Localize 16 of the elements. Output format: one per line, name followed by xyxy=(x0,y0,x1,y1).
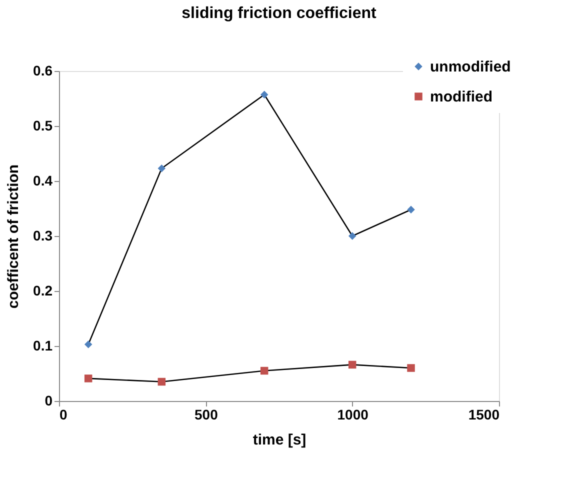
y-tick-label: 0.4 xyxy=(33,172,53,188)
chart-title: sliding friction coefficient xyxy=(182,5,378,22)
y-tick-label: 0.5 xyxy=(33,118,53,134)
legend-label: unmodified xyxy=(430,58,511,76)
y-tick-label: 0.1 xyxy=(33,338,53,354)
x-tick-label: 1500 xyxy=(468,406,500,422)
y-tick-label: 0 xyxy=(44,392,53,408)
x-tick-label: 500 xyxy=(194,406,218,422)
y-tick-label: 0.6 xyxy=(33,62,53,78)
x-tick-label: 1000 xyxy=(337,406,369,422)
y-axis-title: coefficent of friction xyxy=(5,164,22,309)
y-tick-label: 0.2 xyxy=(33,282,53,298)
x-axis-title: time [s] xyxy=(252,432,306,448)
legend-label: modified xyxy=(430,88,492,106)
y-tick-label: 0.3 xyxy=(33,228,53,244)
x-tick-label: 0 xyxy=(60,406,68,422)
